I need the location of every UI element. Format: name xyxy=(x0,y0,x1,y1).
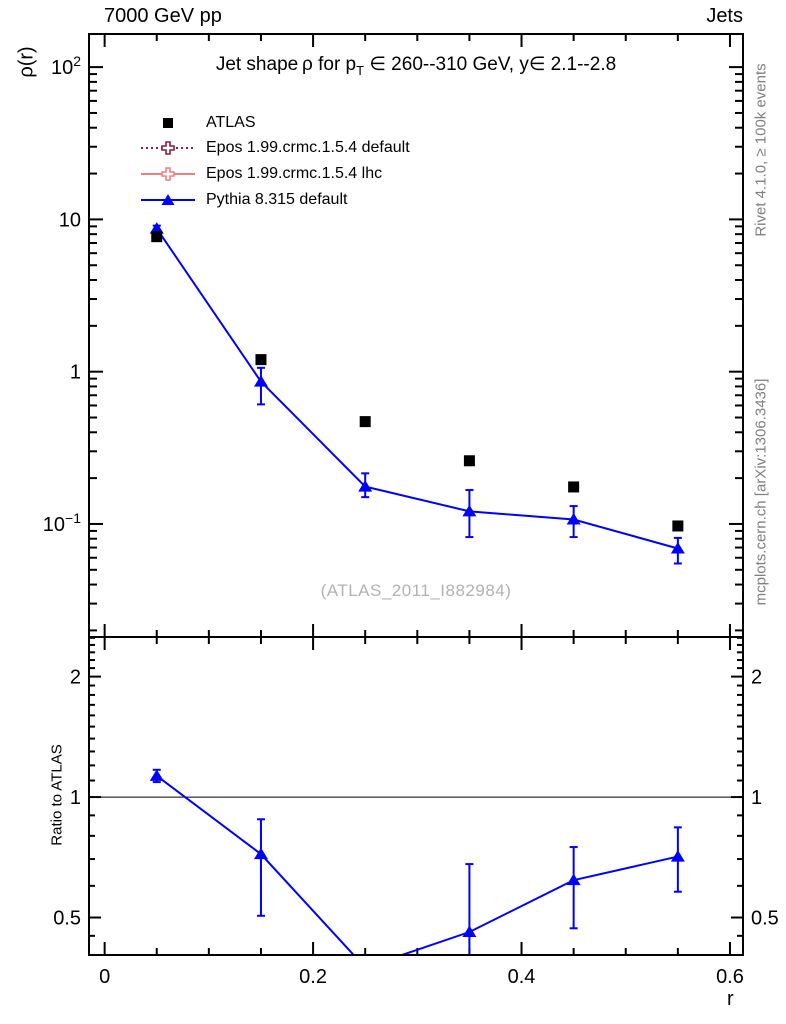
atlas-points xyxy=(151,231,684,532)
axis-ticks xyxy=(89,34,743,955)
legend-item-pythia: Pythia 8.315 default xyxy=(139,187,410,213)
mcplots-cite-note: mcplots.cern.ch [arXiv:1306.3436] xyxy=(752,378,770,606)
legend-item-epos-lhc: Epos 1.99.crmc.1.5.4 lhc xyxy=(139,161,410,187)
epos-lhc-marker-icon xyxy=(141,167,195,181)
plot-title-pre: Jet shape ρ for p xyxy=(215,54,357,75)
legend-label: Epos 1.99.crmc.1.5.4 default xyxy=(206,139,410,157)
y-axis-label-main: ρ(r) xyxy=(15,46,38,78)
atlas-markers xyxy=(151,231,684,532)
svg-text:0.2: 0.2 xyxy=(299,966,327,988)
svg-text:1: 1 xyxy=(70,787,81,809)
svg-text:102: 102 xyxy=(51,53,81,79)
svg-text:2: 2 xyxy=(751,667,762,689)
pad-frames xyxy=(88,33,744,956)
svg-text:10−1: 10−1 xyxy=(43,510,81,536)
svg-text:1: 1 xyxy=(70,362,81,384)
legend: ATLAS Epos 1.99.crmc.1.5.4 default Epos … xyxy=(139,110,410,212)
svg-text:10: 10 xyxy=(59,209,81,231)
legend-item-epos-default: Epos 1.99.crmc.1.5.4 default xyxy=(139,136,410,162)
legend-label: Pythia 8.315 default xyxy=(206,190,348,208)
pythia-marker-icon xyxy=(141,193,195,205)
plot-title-post: ∈ 260--310 GeV, y∈ 2.1--2.8 xyxy=(364,54,617,75)
legend-label: ATLAS xyxy=(206,113,256,131)
ratio-pythia-error-bars xyxy=(152,768,682,954)
pythia-error-bars xyxy=(152,224,682,565)
svg-text:2: 2 xyxy=(70,667,81,689)
ratio-pythia-line xyxy=(149,768,685,954)
analysis-id-watermark: (ATLAS_2011_I882984) xyxy=(320,581,512,600)
beam-energy-label: 7000 GeV pp xyxy=(104,5,222,27)
legend-label: Epos 1.99.crmc.1.5.4 lhc xyxy=(206,164,383,182)
svg-text:0: 0 xyxy=(99,966,110,988)
svg-text:1: 1 xyxy=(751,787,762,809)
pythia-line xyxy=(149,222,685,565)
ratio-pythia-markers xyxy=(149,769,685,938)
plot-title-sub: T xyxy=(356,62,365,78)
atlas-marker-icon xyxy=(163,117,173,128)
legend-item-atlas: ATLAS xyxy=(139,110,410,136)
svg-text:0.5: 0.5 xyxy=(53,908,81,930)
svg-text:0.5: 0.5 xyxy=(751,908,779,930)
svg-text:0.6: 0.6 xyxy=(716,966,744,988)
svg-text:0.4: 0.4 xyxy=(508,966,536,988)
rivet-version-note: Rivet 4.1.0, ≥ 100k events xyxy=(752,63,770,237)
pythia-markers xyxy=(149,222,685,554)
epos-default-marker-icon xyxy=(141,141,195,156)
y-axis-label-ratio: Ratio to ATLAS xyxy=(48,744,66,846)
axis-tick-labels: 102 10 1 10−1 2 2 1 1 0.5 0.5 0 0.2 0.4 0.6 xyxy=(43,53,779,988)
process-label: Jets xyxy=(706,5,743,27)
plot-title: Jet shape ρ for pT ∈ 260--310 GeV, y∈ 2.… xyxy=(89,53,743,78)
x-axis-label: r xyxy=(727,988,734,1010)
